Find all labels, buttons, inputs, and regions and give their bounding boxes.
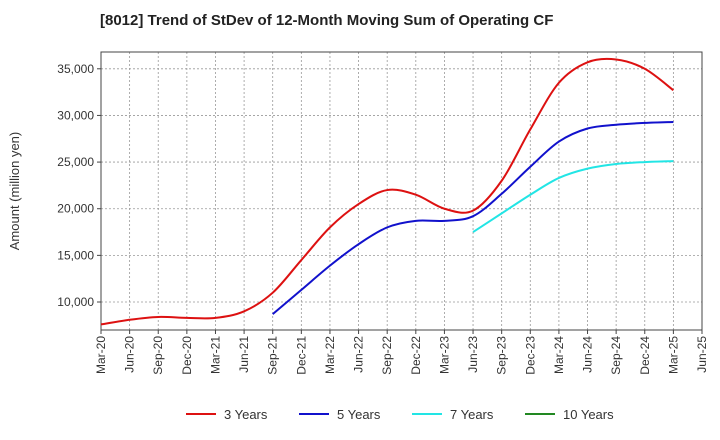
x-tick-label: Mar-21 — [208, 336, 222, 374]
legend-label: 5 Years — [337, 407, 381, 422]
x-tick-label: Dec-22 — [409, 336, 423, 375]
legend-label: 10 Years — [563, 407, 614, 422]
x-tick-label: Jun-21 — [237, 336, 251, 373]
x-tick-label: Jun-24 — [581, 336, 595, 373]
x-tick-label: Mar-23 — [437, 336, 451, 374]
series-line-3-years — [100, 57, 674, 326]
x-tick-label: Sep-21 — [266, 336, 280, 375]
x-tick-label: Mar-20 — [94, 336, 108, 374]
y-tick-label: 20,000 — [57, 202, 94, 216]
x-tick-label: Mar-22 — [323, 336, 337, 374]
plot-frame — [100, 51, 703, 331]
x-tick-label: Jun-25 — [695, 336, 709, 373]
x-tick-label: Sep-20 — [151, 336, 165, 375]
x-tick-label: Jun-20 — [123, 336, 137, 373]
x-tick-label: Jun-23 — [466, 336, 480, 373]
x-tick-label: Sep-22 — [380, 336, 394, 375]
y-tick-label: 30,000 — [57, 108, 94, 122]
series-line-7-years — [472, 160, 674, 233]
y-axis-title: Amount (million yen) — [7, 132, 22, 251]
legend-label: 3 Years — [224, 407, 268, 422]
x-tick-label: Mar-25 — [666, 336, 680, 374]
y-tick-label: 15,000 — [57, 248, 94, 262]
chart-title: [8012] Trend of StDev of 12-Month Moving… — [100, 12, 554, 29]
x-tick-label: Sep-23 — [495, 336, 509, 375]
y-tick-label: 10,000 — [57, 295, 94, 309]
y-tick-label: 35,000 — [57, 62, 94, 76]
x-tick-label: Dec-23 — [523, 336, 537, 375]
x-tick-label: Dec-20 — [180, 336, 194, 375]
series-line-5-years — [272, 120, 674, 315]
x-tick-label: Mar-24 — [552, 336, 566, 374]
x-tick-label: Dec-24 — [638, 336, 652, 375]
y-tick-label: 25,000 — [57, 155, 94, 169]
x-tick-label: Sep-24 — [609, 336, 623, 375]
x-tick-label: Dec-21 — [294, 336, 308, 375]
legend-label: 7 Years — [450, 407, 494, 422]
x-tick-label: Jun-22 — [352, 336, 366, 373]
